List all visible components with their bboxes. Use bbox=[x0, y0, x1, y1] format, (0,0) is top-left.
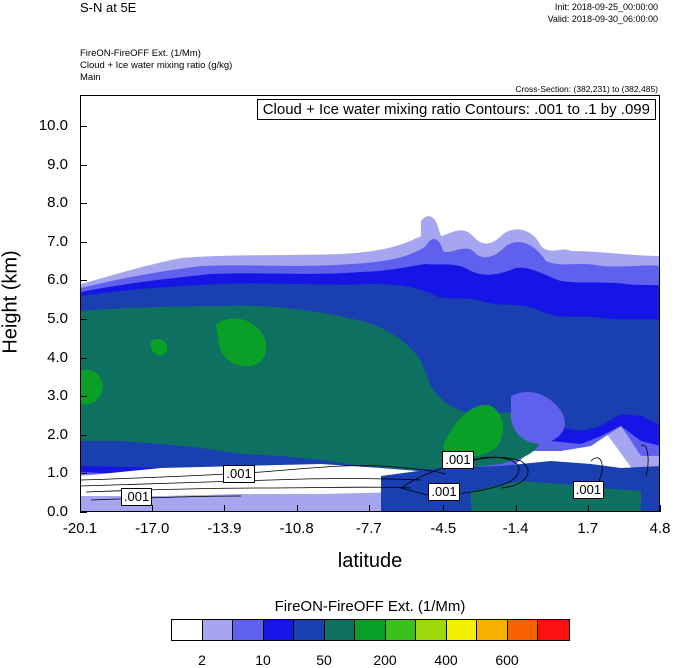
field-low-strip bbox=[81, 488, 443, 511]
y-tick-mark bbox=[80, 396, 87, 398]
colorbar-label: 2 bbox=[198, 652, 206, 668]
contour-value-label: .001 bbox=[428, 482, 460, 501]
field-label-1: FireON-FireOFF Ext. (1/Mm) bbox=[80, 48, 201, 59]
y-tick-label: 3.0 bbox=[47, 387, 68, 405]
y-tick-mark bbox=[80, 203, 87, 205]
x-tick-label: -13.9 bbox=[207, 520, 242, 537]
field-level-7c bbox=[151, 339, 168, 356]
y-tick-mark bbox=[80, 473, 87, 475]
colorbar-box bbox=[355, 620, 386, 640]
contour-value-label: .001 bbox=[120, 487, 153, 506]
colorbar bbox=[171, 619, 570, 641]
x-tick-label: -20.1 bbox=[62, 520, 98, 537]
colorbar-title: FireON-FireOFF Ext. (1/Mm) bbox=[274, 598, 466, 615]
colorbar-label: 600 bbox=[495, 652, 519, 668]
init-time: Init: 2018-09-25_00:00:00 bbox=[554, 2, 658, 12]
colorbar-box bbox=[172, 620, 203, 640]
x-tick-label: -4.5 bbox=[430, 520, 457, 537]
colorbar-box bbox=[446, 620, 477, 640]
field-level-7b bbox=[81, 369, 103, 405]
extinction-field bbox=[81, 96, 659, 511]
y-tick-label: 6.0 bbox=[47, 271, 68, 289]
field-level-6 bbox=[81, 305, 544, 470]
valid-time: Valid: 2018-09-30_06:00:00 bbox=[547, 14, 658, 24]
field-level-7a bbox=[216, 318, 267, 367]
y-tick-label: 10.0 bbox=[38, 116, 68, 134]
x-tick-mark bbox=[224, 505, 226, 512]
y-tick-mark bbox=[80, 125, 87, 127]
y-tick-mark bbox=[80, 241, 87, 243]
colorbar-box bbox=[202, 620, 233, 640]
x-tick-mark bbox=[587, 505, 589, 512]
y-tick-label: 2.0 bbox=[47, 425, 68, 443]
y-tick-label: 8.0 bbox=[47, 194, 68, 212]
y-tick-label: 5.0 bbox=[47, 309, 68, 327]
y-tick-mark bbox=[80, 357, 87, 359]
colorbar-label: 50 bbox=[316, 652, 332, 668]
colorbar-box bbox=[294, 620, 325, 640]
contour-value-label: .001 bbox=[223, 465, 255, 484]
colorbar-box bbox=[263, 620, 294, 640]
x-tick-mark bbox=[80, 505, 81, 512]
colorbar-box bbox=[416, 620, 447, 640]
colorbar-label: 200 bbox=[373, 652, 397, 668]
y-axis-label: Height (km) bbox=[0, 250, 22, 354]
y-tick-label: 4.0 bbox=[47, 348, 68, 366]
y-tick-mark bbox=[80, 512, 87, 513]
x-tick-mark bbox=[660, 505, 661, 512]
x-tick-label: -1.4 bbox=[502, 520, 529, 537]
x-tick-mark bbox=[443, 505, 445, 512]
y-tick-label: 7.0 bbox=[47, 232, 68, 250]
plot-area: Cloud + Ice water mixing ratio Contours:… bbox=[80, 95, 660, 512]
colorbar-box bbox=[233, 620, 264, 640]
field-label-2: Cloud + Ice water mixing ratio (g/kg) bbox=[80, 60, 233, 71]
colorbar-label: 10 bbox=[255, 652, 271, 668]
colorbar-box bbox=[385, 620, 416, 640]
colorbar-label: 400 bbox=[434, 652, 458, 668]
contour-value-label: .001 bbox=[572, 480, 605, 499]
x-tick-label: 4.8 bbox=[649, 520, 671, 537]
x-tick-mark bbox=[368, 505, 370, 512]
colorbar-box bbox=[507, 620, 538, 640]
y-tick-mark bbox=[80, 164, 87, 166]
y-tick-mark bbox=[80, 318, 87, 320]
field-level-7d bbox=[443, 405, 503, 458]
y-tick-mark bbox=[80, 280, 87, 282]
x-axis-label: latitude bbox=[337, 550, 403, 572]
contour-value-label: .001 bbox=[442, 450, 474, 469]
x-tick-mark bbox=[515, 505, 517, 512]
colorbar-box bbox=[477, 620, 508, 640]
y-tick-label: 1.0 bbox=[47, 464, 68, 482]
y-tick-label: 0.0 bbox=[47, 503, 68, 520]
x-tick-mark bbox=[152, 505, 154, 512]
x-tick-label: -17.0 bbox=[135, 520, 170, 537]
x-tick-mark bbox=[296, 505, 298, 512]
field-label-3: Main bbox=[80, 72, 101, 83]
cross-section-label: Cross-Section: (382,231) to (382,485) bbox=[515, 84, 658, 94]
colorbar-box bbox=[538, 620, 569, 640]
y-tick-mark bbox=[80, 434, 87, 436]
x-tick-label: -7.7 bbox=[355, 520, 382, 537]
field-right-mid bbox=[510, 391, 565, 444]
contour-info-label: Cloud + Ice water mixing ratio Contours:… bbox=[256, 99, 656, 120]
plot-title: S-N at 5E bbox=[80, 0, 137, 15]
y-tick-label: 9.0 bbox=[47, 155, 68, 173]
colorbar-box bbox=[324, 620, 355, 640]
x-tick-label: 1.7 bbox=[577, 520, 599, 537]
x-tick-label: -10.8 bbox=[279, 520, 314, 537]
